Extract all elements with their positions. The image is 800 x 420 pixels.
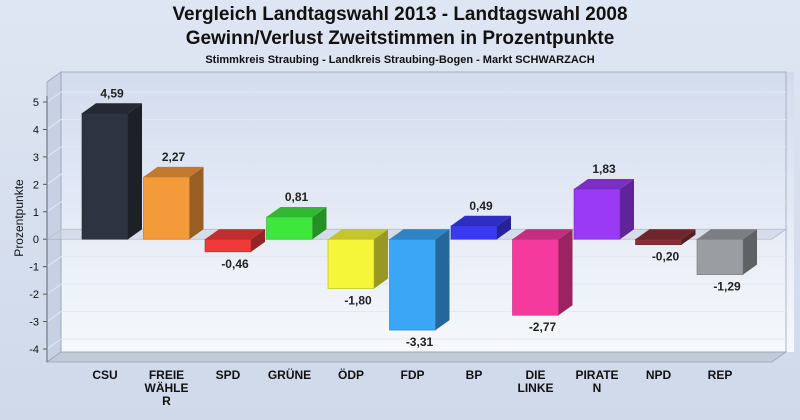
y-tick-label: 0 [33, 234, 39, 246]
value-label-2: -0,46 [221, 257, 249, 271]
value-label-6: 0,49 [469, 199, 493, 213]
bar-side-7 [558, 229, 573, 316]
category-label-5: FDP [401, 368, 425, 382]
category-label-10: REP [708, 368, 733, 382]
bar-side-1 [189, 166, 204, 240]
category-label-4: ÖDP [338, 367, 364, 382]
bar-side-4 [374, 229, 388, 289]
gridline-diagonal [46, 119, 62, 130]
bar-5 [389, 238, 436, 331]
bar-4 [327, 238, 375, 289]
bar-side-0 [128, 103, 142, 240]
y-tick-label: -1 [29, 262, 39, 274]
bar-0 [81, 112, 129, 240]
bar-top-4 [328, 229, 388, 240]
chart-subtitle-region: Stimmkreis Straubing - Landkreis Straubi… [205, 54, 595, 66]
category-label-3: GRÜNE [268, 367, 311, 382]
bar-6 [450, 225, 498, 240]
gridline-diagonal [46, 201, 62, 213]
category-label-7: DIE LINKE [518, 368, 554, 395]
bar-side-6 [497, 215, 511, 240]
plot-side-wall [46, 71, 62, 363]
gridline-diagonal [46, 283, 62, 295]
bar-1 [143, 176, 190, 240]
bar-10 [696, 238, 744, 275]
bar-8 [573, 188, 621, 240]
value-label-3: 0,81 [285, 190, 309, 204]
bar-side-2 [251, 229, 265, 252]
value-label-8: 1,83 [592, 162, 616, 176]
bar-7 [512, 238, 559, 316]
category-label-1: FREIE WÄHLE R [145, 368, 189, 408]
chart-subtitle: Gewinn/Verlust Zweitstimmen in Prozentpu… [185, 28, 615, 49]
gridline-diagonal [46, 311, 62, 322]
plot-floor [45, 351, 788, 363]
chart-title: Vergleich Landtagswahl 2013 - Landtagswa… [172, 4, 628, 25]
bar-9 [635, 238, 682, 246]
category-label-6: BP [466, 368, 483, 382]
value-label-9: -0,20 [652, 250, 680, 264]
bar-side-8 [620, 178, 634, 240]
y-tick-label: 3 [33, 152, 39, 164]
bar-2 [204, 238, 252, 253]
bar-top-3 [266, 206, 327, 217]
value-label-5: -3,31 [406, 335, 434, 349]
category-label-9: NPD [646, 368, 672, 382]
value-label-1: 2,27 [162, 150, 186, 164]
value-label-7: -2,77 [529, 320, 557, 334]
bar-3 [266, 216, 313, 240]
bar-side-10 [743, 229, 757, 275]
category-label-2: SPD [216, 368, 241, 382]
bar-top-6 [451, 215, 511, 226]
bar-top-9 [635, 229, 696, 240]
bar-top-1 [143, 166, 204, 177]
gridline-diagonal [46, 91, 62, 103]
y-tick-label: 4 [33, 124, 39, 136]
y-axis-label: Prozentpunkte [12, 179, 26, 257]
value-label-4: -1,80 [344, 294, 372, 308]
y-tick-label: 2 [33, 179, 39, 191]
y-tick-label: 1 [33, 207, 39, 219]
y-tick-label: 5 [33, 97, 39, 109]
y-tick-label: -2 [29, 289, 39, 301]
gridline-diagonal [46, 173, 62, 185]
value-label-0: 4,59 [100, 86, 124, 100]
bar-top-5 [389, 229, 450, 240]
bar-top-0 [82, 103, 142, 114]
y-tick-label: -4 [29, 344, 39, 356]
bar-side-5 [435, 229, 450, 331]
category-label-0: CSU [92, 368, 117, 382]
bar-top-7 [512, 229, 573, 240]
y-tick-label: -3 [29, 317, 39, 329]
gridline-diagonal [46, 146, 62, 158]
gridline-diagonal [46, 256, 62, 268]
bar-top-2 [205, 229, 265, 240]
gridline-diagonal [46, 338, 62, 350]
plot-frame [60, 71, 787, 353]
bar-top-10 [697, 229, 757, 240]
value-label-10: -1,29 [713, 280, 741, 294]
category-label-8: PIRATE N [575, 368, 618, 395]
bar-side-9 [681, 229, 696, 245]
bar-top-8 [574, 178, 634, 189]
bar-side-3 [312, 206, 327, 240]
